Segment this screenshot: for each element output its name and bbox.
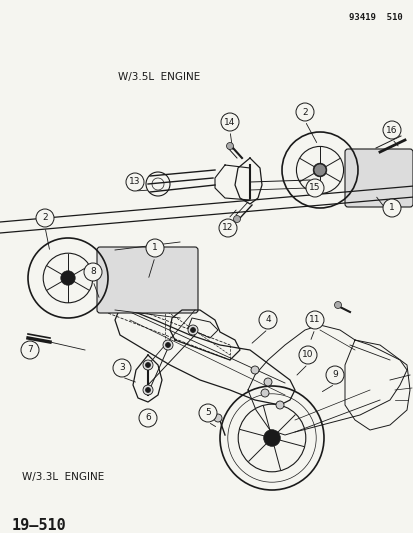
Text: 11: 11 <box>309 316 320 325</box>
Text: 14: 14 <box>224 117 235 126</box>
Circle shape <box>295 103 313 121</box>
Circle shape <box>263 430 280 446</box>
Circle shape <box>188 325 197 335</box>
Text: 8: 8 <box>90 268 96 277</box>
Circle shape <box>313 164 325 176</box>
Text: 1: 1 <box>152 244 157 253</box>
Text: 15: 15 <box>309 183 320 192</box>
Text: 1: 1 <box>388 204 394 213</box>
Circle shape <box>126 173 144 191</box>
Circle shape <box>382 121 400 139</box>
Circle shape <box>36 209 54 227</box>
Circle shape <box>145 362 150 367</box>
Circle shape <box>382 199 400 217</box>
Circle shape <box>139 409 157 427</box>
Text: 13: 13 <box>129 177 140 187</box>
Circle shape <box>142 360 153 370</box>
Text: 12: 12 <box>222 223 233 232</box>
Circle shape <box>226 142 233 149</box>
Circle shape <box>298 346 316 364</box>
Circle shape <box>165 343 170 348</box>
Text: 7: 7 <box>27 345 33 354</box>
Circle shape <box>312 163 326 177</box>
Circle shape <box>84 263 102 281</box>
Circle shape <box>61 271 75 285</box>
Text: 5: 5 <box>204 408 210 417</box>
Circle shape <box>145 387 150 392</box>
Text: 16: 16 <box>385 125 397 134</box>
Circle shape <box>233 215 240 222</box>
Text: 4: 4 <box>265 316 270 325</box>
Circle shape <box>142 385 153 395</box>
Circle shape <box>163 340 173 350</box>
Circle shape <box>325 366 343 384</box>
Circle shape <box>259 311 276 329</box>
Text: 10: 10 <box>301 351 313 359</box>
Circle shape <box>21 341 39 359</box>
Circle shape <box>275 401 283 409</box>
Circle shape <box>146 239 164 257</box>
Text: 2: 2 <box>301 108 307 117</box>
Circle shape <box>260 389 268 397</box>
Circle shape <box>221 113 238 131</box>
FancyBboxPatch shape <box>344 149 412 207</box>
Text: W/3.5L  ENGINE: W/3.5L ENGINE <box>118 72 200 82</box>
Circle shape <box>214 414 221 422</box>
Text: 93419  510: 93419 510 <box>349 13 402 22</box>
Circle shape <box>199 404 216 422</box>
FancyBboxPatch shape <box>97 247 197 313</box>
Circle shape <box>218 219 236 237</box>
Text: 2: 2 <box>42 214 47 222</box>
Circle shape <box>263 378 271 386</box>
Text: 19–510: 19–510 <box>12 518 66 533</box>
Circle shape <box>305 179 323 197</box>
Circle shape <box>113 359 131 377</box>
Circle shape <box>305 311 323 329</box>
Text: 9: 9 <box>331 370 337 379</box>
Text: 6: 6 <box>145 414 150 423</box>
Text: W/3.3L  ENGINE: W/3.3L ENGINE <box>22 472 104 482</box>
Circle shape <box>190 327 195 333</box>
Circle shape <box>334 302 341 309</box>
Text: 3: 3 <box>119 364 125 373</box>
Circle shape <box>250 366 259 374</box>
